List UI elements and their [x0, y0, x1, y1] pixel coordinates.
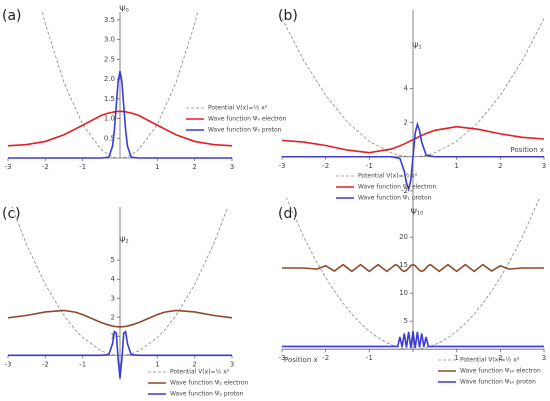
series-line [11, 207, 229, 356]
x-tick-label: 1 [155, 163, 159, 171]
x-tick-label: 3 [230, 360, 234, 368]
legend-label: Wave function Ψ₀ proton [208, 127, 282, 134]
y-axis-label: Ψ₁₀ [411, 208, 424, 217]
panel-label: (d) [278, 206, 298, 222]
y-tick-label: 5 [111, 256, 115, 264]
x-tick-label: 1 [454, 354, 458, 362]
x-tick-label: -1 [79, 360, 86, 368]
y-tick-label: 2 [404, 119, 408, 127]
series-line [41, 12, 199, 159]
y-tick-label: 0.5 [104, 134, 115, 142]
panel-label: (a) [2, 8, 22, 24]
y-tick-label: 2.0 [104, 75, 115, 83]
legend-label: Wave function Ψ₂ proton [170, 391, 244, 398]
y-tick-label: 1 [111, 332, 115, 340]
x-tick-label: 2 [192, 163, 196, 171]
series-line [7, 110, 233, 147]
series-line [282, 121, 544, 192]
series-line [8, 71, 232, 159]
legend-label: Potential V(x)=½ x² [460, 357, 520, 364]
plot-area [281, 18, 545, 192]
y-axis-label: Ψ₀ [119, 5, 129, 14]
y-tick-label: -2 [401, 187, 408, 195]
y-tick-label: 3.5 [104, 16, 115, 24]
y-tick-label: 3 [111, 294, 115, 302]
y-axis-label: Ψ₁ [412, 42, 422, 51]
x-tick-label: -2 [42, 360, 49, 368]
legend-label: Wave function Ψ₁₀ proton [460, 379, 536, 386]
x-tick-label: -3 [5, 360, 12, 368]
legend-label: Potential V(x)=½ x² [170, 369, 230, 376]
panel: (d) Ψ₁₀ Position x-3 -2 -1 1 2 3 5 10 15 20 Potentia… [278, 198, 546, 386]
x-tick-label: -3 [5, 163, 12, 171]
y-tick-label: 10 [399, 289, 408, 297]
y-tick-label: 3.0 [104, 36, 115, 44]
x-tick-label: 3 [230, 163, 234, 171]
series-line [7, 309, 233, 328]
panel: (a) Ψ₀ -3 -2 -1 1 2 3 0.5 1.0 1.5 2.0 2.5 3.0 3.5 Poten… [2, 5, 287, 172]
y-tick-label: 15 [399, 261, 408, 269]
series-line [282, 263, 544, 273]
legend-label: Potential V(x)=½ x² [358, 173, 418, 180]
plot-area [7, 207, 233, 379]
x-tick-label: -3 [279, 354, 286, 362]
x-tick-label: -1 [366, 162, 373, 170]
legend-label: Wave function Ψ₁ proton [358, 195, 432, 202]
y-tick-label: 4 [404, 84, 409, 92]
x-tick-label: 1 [454, 162, 458, 170]
panel: (c) Ψ₂ -3 -2 -1 1 2 3 1 2 3 4 5 Potential V(x)=½ x² Wa… [2, 206, 249, 398]
panel: (b) Ψ₁ Position x -3 -2 -1 1 2 3 -2 2 4 Potential V(… [278, 8, 546, 202]
panel-label: (c) [2, 206, 21, 222]
y-axis-label: Ψ₂ [119, 236, 129, 245]
x-tick-label: -2 [322, 354, 329, 362]
y-tick-label: 20 [399, 233, 408, 241]
y-tick-label: 5 [404, 317, 408, 325]
x-tick-label: 1 [155, 360, 159, 368]
x-axis-label: Position x [510, 146, 544, 154]
x-tick-label: 3 [542, 354, 546, 362]
x-tick-label: -2 [322, 162, 329, 170]
legend-label: Potential V(x)=½ x² [208, 105, 268, 112]
legend-label: Wave function Ψ₁ electron [358, 184, 437, 191]
series-line [281, 125, 545, 154]
x-tick-label: -1 [366, 354, 373, 362]
series-line [8, 330, 232, 379]
x-axis-label: Position x [284, 356, 318, 364]
series-line [282, 331, 544, 349]
x-tick-label: 2 [498, 162, 502, 170]
legend-label: Wave function Ψ₂ electron [170, 380, 249, 387]
y-tick-label: 1.5 [104, 95, 115, 103]
panel-label: (b) [278, 8, 298, 24]
y-tick-label: 2 [111, 313, 115, 321]
series-line [286, 198, 540, 350]
legend-label: Wave function Ψ₁₀ electron [460, 368, 541, 375]
x-tick-label: 2 [192, 360, 196, 368]
x-tick-label: -3 [279, 162, 286, 170]
x-tick-label: 3 [542, 162, 546, 170]
y-tick-label: 2.5 [104, 55, 115, 63]
y-tick-label: 1.0 [104, 115, 115, 123]
series-line [281, 18, 545, 158]
x-tick-label: 2 [498, 354, 502, 362]
plot-area [282, 198, 544, 350]
y-tick-label: 4 [111, 275, 116, 283]
plot-area [7, 12, 233, 159]
x-tick-label: -1 [79, 163, 86, 171]
x-tick-label: -2 [42, 163, 49, 171]
legend-label: Wave function Ψ₀ electron [208, 116, 287, 123]
